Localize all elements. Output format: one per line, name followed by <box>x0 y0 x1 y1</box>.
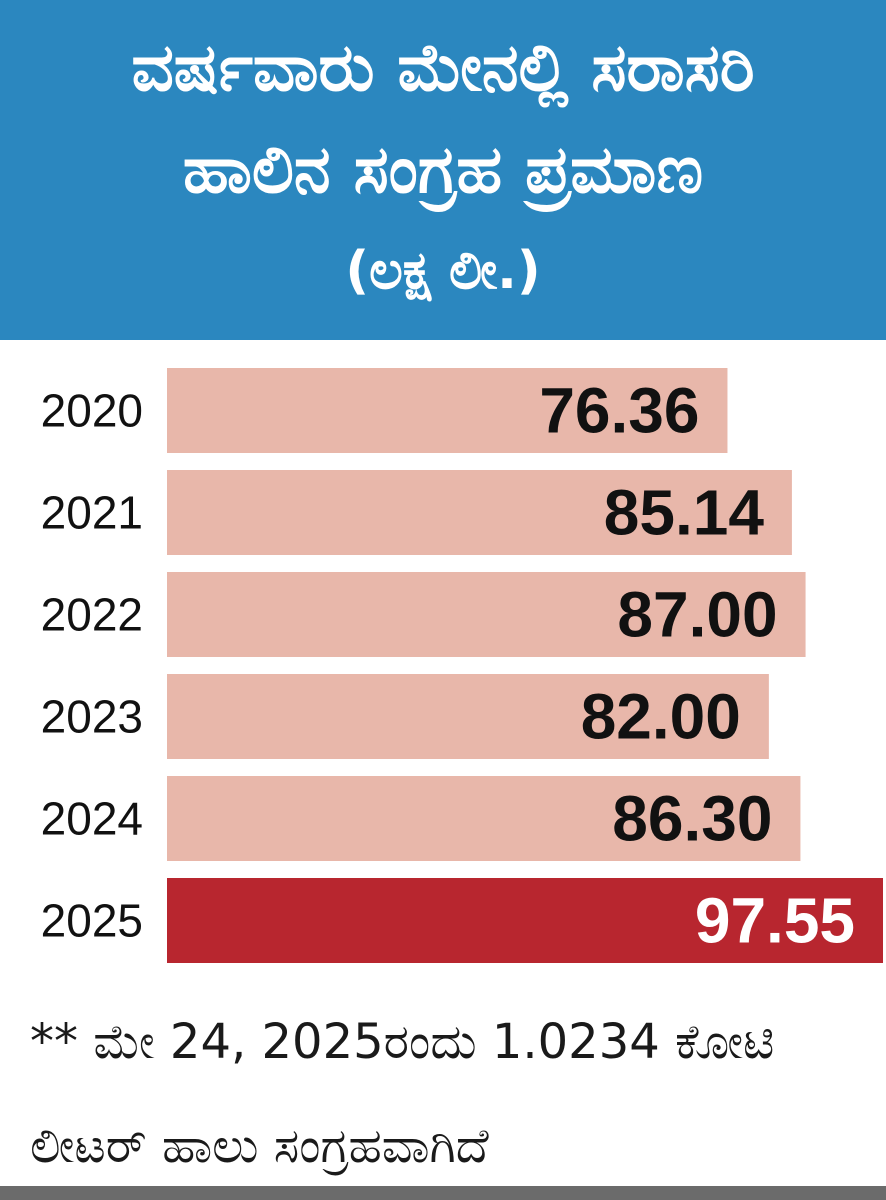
bar-2024 <box>167 776 801 861</box>
category-label-2022: 2022 <box>41 589 143 641</box>
chart-header: ವರ್ಷವಾರು ಮೇನಲ್ಲಿ ಸರಾಸರಿ ಹಾಲಿನ ಸಂಗ್ರಹ ಪ್ರ… <box>0 0 886 340</box>
category-label-2021: 2021 <box>41 487 143 539</box>
bar-2023 <box>167 674 769 759</box>
bottom-divider <box>0 1186 886 1200</box>
bar-chart: 2020 76.36 2021 85.14 2022 87.00 2023 82.00 2024… <box>41 368 883 963</box>
bar-2020 <box>167 368 728 453</box>
unit-label: (ಲಕ್ಷ ಲೀ.) <box>345 241 541 301</box>
value-label-2023: 82.00 <box>581 681 741 753</box>
category-label-2024: 2024 <box>41 793 143 845</box>
category-label-2020: 2020 <box>41 385 143 437</box>
footnote-line-2: ಲೀಟರ್ ಹಾಲು ಸಂಗ್ರಹವಾಗಿದೆ <box>30 1118 489 1174</box>
footnote-line-1: ** ಮೇ 24, 2025ರಂದು 1.0234 ಕೋಟಿ <box>30 1014 775 1070</box>
value-label-2020: 76.36 <box>539 375 699 447</box>
category-label-2025: 2025 <box>41 895 143 947</box>
value-label-2021: 85.14 <box>604 477 765 549</box>
chart-title-line-1: ವರ್ಷವಾರು ಮೇನಲ್ಲಿ ಸರಾಸರಿ <box>131 29 755 106</box>
value-label-2025: 97.55 <box>695 885 855 957</box>
bar-2025 <box>167 878 883 963</box>
bar-2021 <box>167 470 792 555</box>
value-label-2024: 86.30 <box>612 783 772 855</box>
chart-title-line-2: ಹಾಲಿನ ಸಂಗ್ರಹ ಪ್ರಮಾಣ <box>182 131 704 208</box>
value-label-2022: 87.00 <box>617 579 777 651</box>
bar-2022 <box>167 572 806 657</box>
footnote: ** ಮೇ 24, 2025ರಂದು 1.0234 ಕೋಟಿ ಲೀಟರ್ ಹಾಲ… <box>30 990 870 1198</box>
category-label-2023: 2023 <box>41 691 143 743</box>
